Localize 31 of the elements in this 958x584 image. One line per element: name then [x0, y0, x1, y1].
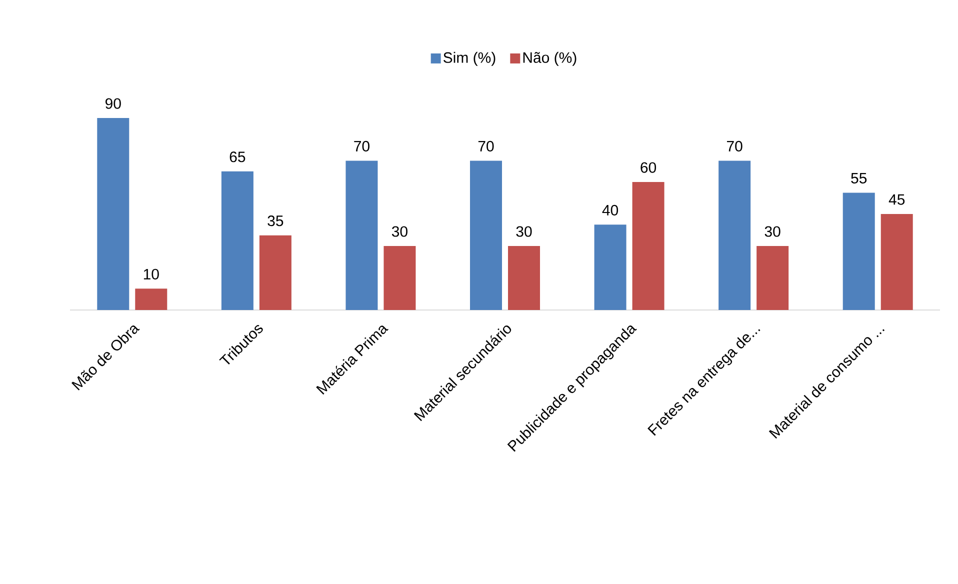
bar [384, 246, 416, 310]
data-label: 45 [888, 194, 905, 205]
data-label: 40 [602, 204, 618, 216]
data-label: 90 [106, 98, 121, 109]
data-label: 65 [230, 152, 246, 162]
bar [756, 246, 789, 310]
bar [632, 182, 664, 310]
data-label: 30 [392, 226, 408, 237]
bar [842, 192, 875, 310]
data-label: 55 [851, 173, 867, 184]
bar [135, 288, 168, 310]
bar [221, 171, 254, 310]
legend-label: Não (%) [523, 52, 576, 66]
bar [259, 235, 292, 310]
bar [594, 224, 626, 310]
bar [508, 246, 540, 310]
bar [97, 118, 130, 310]
legend-label: Sim (%) [444, 52, 496, 66]
data-label: 30 [516, 226, 532, 237]
data-label: 70 [727, 140, 742, 152]
bar [718, 160, 751, 310]
data-label: 30 [764, 226, 780, 237]
data-label: 70 [478, 140, 494, 152]
x-tick-label: Mão de Obra [71, 325, 140, 390]
data-label: 35 [268, 216, 284, 226]
data-label: 60 [640, 162, 656, 173]
bar [470, 160, 502, 310]
bar [880, 214, 913, 310]
data-label: 10 [144, 268, 159, 280]
data-label: 70 [354, 140, 370, 152]
bar [346, 160, 378, 310]
